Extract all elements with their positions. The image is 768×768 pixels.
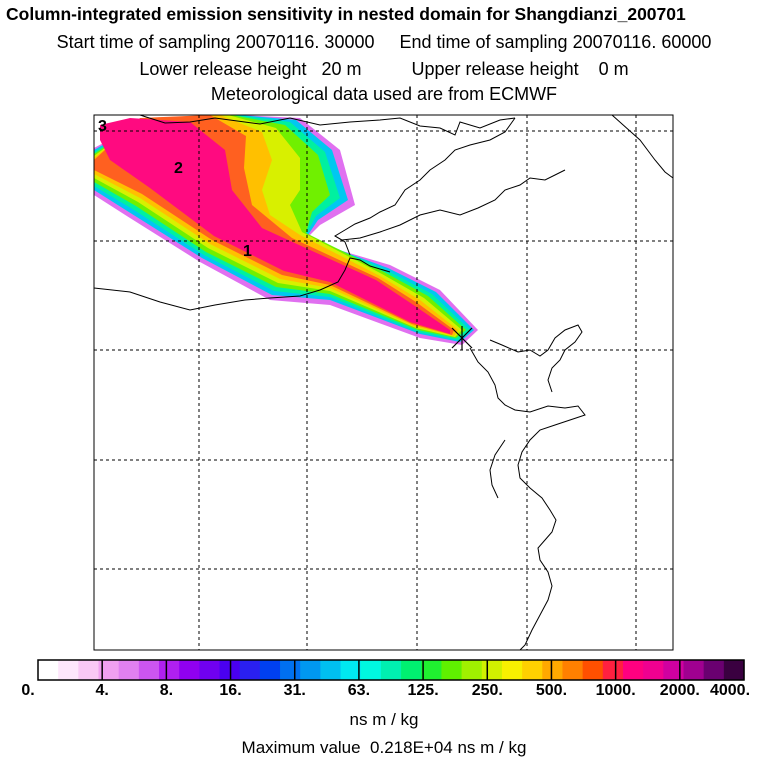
colorbar-cell <box>118 660 140 680</box>
colorbar-tick-label: 125. <box>407 682 439 699</box>
colorbar-cell <box>522 660 543 680</box>
colorbar-cell <box>138 660 160 680</box>
day-label-2: 2 <box>174 160 183 177</box>
colorbar-cell <box>703 660 725 680</box>
colorbar-cell <box>98 660 120 680</box>
release-site-cross <box>451 326 473 350</box>
colorbar-cell <box>320 660 342 680</box>
colorbar-tick-label: 31. <box>283 682 306 699</box>
colorbar-tick-label: 500. <box>535 682 568 699</box>
colorbar-cell <box>58 660 79 680</box>
coastlines <box>94 115 673 650</box>
maximum-value-text: Maximum value 0.218E+04 ns m / kg <box>241 738 527 757</box>
colorbar-cell <box>663 660 685 680</box>
colorbar-cell <box>401 660 422 680</box>
met-data-line: Meteorological data used are from ECMWF <box>210 84 558 104</box>
colorbar-cell <box>602 660 624 680</box>
release-height-line: Lower release height 20 m Upper release … <box>139 59 629 79</box>
colorbar-cell <box>723 660 745 680</box>
colorbar-cell <box>481 660 503 680</box>
colorbar-cell <box>179 660 200 680</box>
colorbar-tick-label: 4. <box>95 682 109 699</box>
colorbar-cell <box>300 660 321 680</box>
colorbar-cell <box>501 660 523 680</box>
colorbar-tick-label: 250. <box>471 682 503 699</box>
colorbar-cell <box>441 660 463 680</box>
plot-title: Column-integrated emission sensitivity i… <box>6 4 686 24</box>
colorbar-cell <box>239 660 261 680</box>
colorbar-cell <box>683 660 705 680</box>
emission-plume <box>94 115 478 345</box>
colorbar-cell <box>622 660 644 680</box>
lat-lon-grid <box>94 115 673 650</box>
colorbar-frame <box>37 659 745 681</box>
colorbar-dividers <box>101 660 681 680</box>
colorbar-cell <box>340 660 362 680</box>
colorbar-cell <box>562 660 584 680</box>
colorbar-cell <box>461 660 483 680</box>
colorbar-cell <box>199 660 221 680</box>
colorbar-tick-label: 16. <box>219 682 242 699</box>
colorbar-cell <box>280 660 301 680</box>
colorbar-tick-label: 1000. <box>595 682 636 699</box>
colorbar-cell <box>421 660 443 680</box>
colorbar-tick-label: 4000. <box>709 682 751 699</box>
map-frame <box>93 114 674 651</box>
colorbar-cell <box>38 660 59 680</box>
colorbar-cell <box>643 660 664 680</box>
colorbar-cells <box>38 660 745 680</box>
day-label-3: 3 <box>98 118 107 135</box>
day-label-1: 1 <box>243 243 252 260</box>
colorbar-tick-label: 63. <box>347 682 371 699</box>
colorbar-cell <box>259 660 281 680</box>
colorbar-cell <box>582 660 604 680</box>
colorbar-tick-label: 8. <box>159 682 174 699</box>
colorbar-cell <box>360 660 382 680</box>
colorbar-cell <box>542 660 564 680</box>
colorbar-units: ns m / kg <box>349 710 419 729</box>
colorbar-tick-label: 2000. <box>659 682 700 699</box>
colorbar-cell <box>380 660 402 680</box>
colorbar-tick-label: 0. <box>21 682 35 699</box>
colorbar-cell <box>159 660 180 680</box>
colorbar-cell <box>78 660 100 680</box>
sampling-time-line: Start time of sampling 20070116. 30000 E… <box>56 32 712 52</box>
